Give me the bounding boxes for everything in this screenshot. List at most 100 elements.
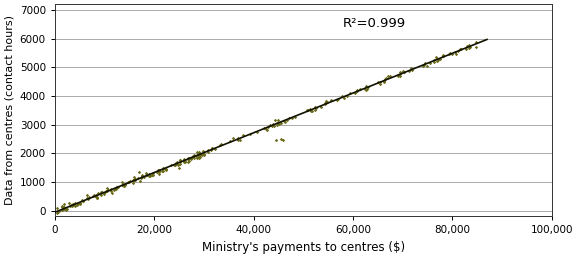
Point: [68, 203, 77, 207]
Point: [275, 122, 284, 126]
Point: [179, 158, 189, 162]
Point: [400, 70, 409, 74]
Point: [407, 68, 417, 72]
Point: [189, 154, 198, 158]
Point: [58, 204, 67, 208]
Point: [380, 77, 389, 81]
Point: [269, 122, 278, 126]
Point: [279, 118, 288, 123]
Point: [134, 170, 144, 174]
Point: [279, 138, 288, 142]
Point: [117, 183, 126, 187]
Point: [76, 202, 85, 206]
Point: [188, 155, 197, 159]
Point: [70, 201, 79, 205]
Point: [435, 57, 444, 61]
Point: [429, 60, 439, 64]
Point: [137, 173, 147, 177]
Point: [288, 116, 297, 120]
Point: [118, 182, 128, 187]
Point: [118, 183, 128, 188]
Point: [171, 163, 180, 167]
Point: [332, 98, 342, 102]
Point: [121, 182, 130, 187]
Point: [406, 66, 415, 70]
Point: [195, 156, 204, 160]
Point: [194, 153, 203, 157]
Point: [471, 40, 481, 44]
Point: [273, 123, 282, 127]
Point: [353, 88, 362, 92]
Point: [229, 136, 238, 140]
Point: [123, 180, 133, 184]
Point: [396, 72, 405, 76]
Point: [185, 156, 194, 160]
Point: [192, 150, 201, 154]
Point: [75, 201, 84, 206]
Point: [304, 108, 313, 112]
Point: [173, 160, 182, 164]
Point: [68, 202, 77, 206]
Point: [208, 146, 217, 150]
Point: [321, 102, 330, 106]
Point: [147, 173, 156, 178]
Text: R²=0.999: R²=0.999: [343, 17, 406, 30]
Point: [145, 174, 155, 178]
Point: [186, 156, 195, 160]
Point: [262, 128, 271, 132]
Point: [102, 189, 111, 193]
Point: [189, 156, 198, 160]
Point: [351, 91, 360, 95]
Point: [200, 153, 209, 157]
Point: [65, 204, 74, 208]
Point: [433, 59, 442, 63]
Point: [252, 130, 261, 134]
Point: [307, 109, 316, 113]
Point: [418, 64, 427, 68]
Point: [107, 187, 116, 191]
Point: [422, 64, 432, 68]
Point: [211, 147, 220, 151]
Point: [53, 211, 62, 215]
Point: [433, 57, 443, 61]
Point: [196, 152, 205, 156]
Point: [147, 173, 156, 177]
Point: [148, 171, 158, 175]
Point: [129, 178, 138, 182]
Point: [152, 170, 162, 174]
Point: [269, 124, 279, 128]
Point: [183, 160, 193, 165]
Point: [103, 188, 113, 192]
Point: [144, 174, 153, 178]
Point: [153, 168, 162, 172]
Point: [154, 168, 163, 172]
Point: [180, 158, 189, 162]
Point: [321, 99, 330, 103]
Point: [260, 126, 269, 130]
Point: [198, 149, 208, 153]
Point: [154, 172, 163, 176]
Point: [197, 152, 207, 156]
Point: [137, 175, 147, 179]
Point: [362, 87, 371, 92]
Point: [343, 94, 352, 98]
Point: [84, 195, 93, 199]
Point: [136, 179, 145, 183]
Point: [78, 199, 88, 203]
Point: [270, 118, 279, 122]
Point: [425, 61, 434, 65]
Point: [399, 69, 408, 73]
Point: [439, 54, 448, 58]
Point: [107, 190, 117, 195]
Point: [195, 155, 204, 159]
Point: [111, 187, 120, 191]
Point: [384, 74, 393, 78]
Point: [117, 180, 126, 184]
Point: [439, 54, 448, 58]
Point: [433, 57, 443, 61]
Point: [119, 184, 129, 188]
Point: [154, 170, 163, 174]
Point: [83, 196, 92, 200]
Point: [381, 76, 391, 80]
Point: [386, 74, 395, 78]
